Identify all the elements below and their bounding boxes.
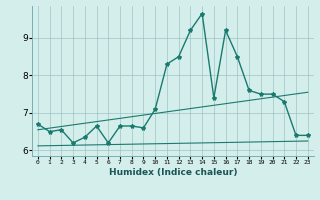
X-axis label: Humidex (Indice chaleur): Humidex (Indice chaleur) (108, 168, 237, 177)
